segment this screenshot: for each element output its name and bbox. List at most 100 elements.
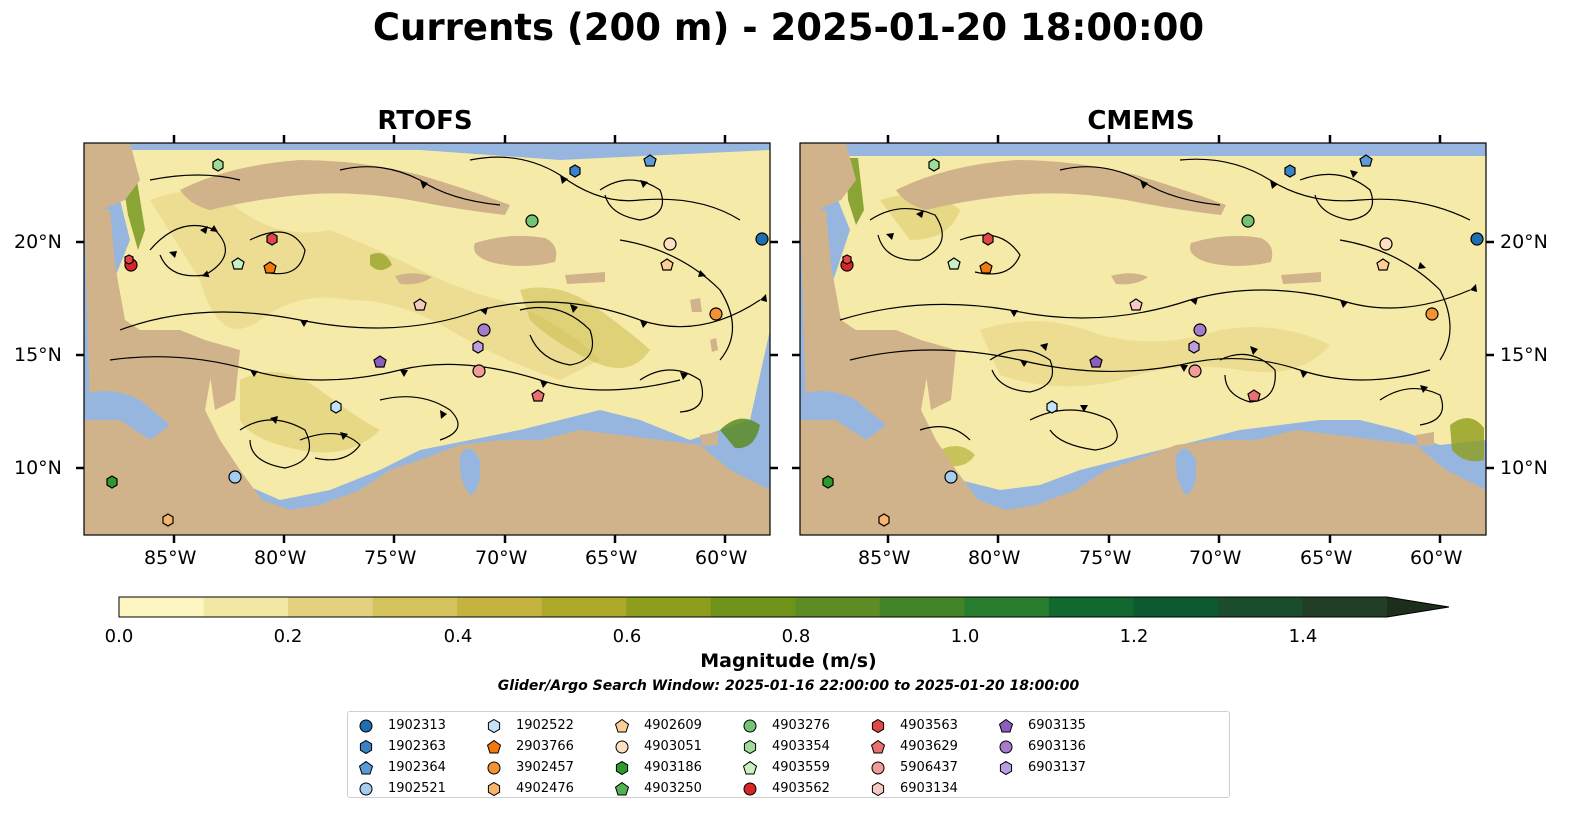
- land-cuba: [180, 160, 510, 215]
- strong-current: [720, 418, 760, 449]
- hexagon-marker-icon: [743, 739, 757, 755]
- current-field-mid: [520, 287, 650, 368]
- strong-current: [370, 252, 392, 270]
- main-title: Currents (200 m) - 2025-01-20 18:00:00: [372, 6, 1205, 49]
- hexagon-marker-icon: [615, 760, 629, 776]
- streamlines: [839, 158, 1471, 451]
- land-jamaica: [1111, 273, 1148, 285]
- land-lesser-antilles: [690, 298, 702, 312]
- legend-item-label: 1902364: [388, 760, 446, 775]
- colorbar-tick-label: 1.2: [1119, 626, 1149, 647]
- legend-item-label: 1902363: [388, 739, 446, 754]
- circle-marker-icon: [871, 761, 885, 775]
- legend-item-label: 4903559: [772, 760, 830, 775]
- strong-current: [1450, 418, 1484, 462]
- lon-tick-label: 60°W: [1410, 547, 1463, 569]
- colorbar-segment: [457, 597, 543, 617]
- land-maracaibo: [1175, 448, 1197, 495]
- lon-tick-label: 70°W: [475, 547, 528, 569]
- colorbar-segment: [1133, 597, 1219, 617]
- land-central-america: [800, 205, 1486, 535]
- colorbar-segment: [710, 597, 796, 617]
- legend-item-label: 4903629: [900, 739, 958, 754]
- land-hispaniola: [474, 235, 557, 266]
- colorbar-tick-label: 0.6: [612, 626, 642, 647]
- hexagon-marker-icon: [359, 739, 373, 755]
- colorbar-segment: [795, 597, 881, 617]
- colorbar-tick-label: 1.4: [1288, 626, 1318, 647]
- legend-item-label: 6903135: [1028, 718, 1086, 733]
- pentagon-marker-icon: [358, 760, 374, 775]
- circle-marker-icon: [359, 719, 373, 733]
- legend-item-label: 5906437: [900, 760, 958, 775]
- hexagon-marker-icon: [871, 781, 885, 797]
- pentagon-marker-icon: [614, 718, 630, 733]
- lon-tick-label: 85°W: [858, 547, 911, 569]
- legend-item-label: 4902476: [516, 781, 574, 796]
- lon-tick-label: 60°W: [695, 547, 748, 569]
- panel-title-cmems: CMEMS: [1087, 106, 1195, 136]
- pentagon-marker-icon: [486, 739, 502, 754]
- legend-item-label: 4903186: [644, 760, 702, 775]
- search-window-caption: Glider/Argo Search Window: 2025-01-16 22…: [497, 678, 1080, 694]
- legend-item-label: 4903250: [644, 781, 702, 796]
- current-field-mid: [240, 372, 380, 453]
- hexagon-marker-icon: [999, 760, 1013, 776]
- lon-tick-label: 70°W: [1189, 547, 1242, 569]
- lon-tick-label: 80°W: [968, 547, 1021, 569]
- pentagon-marker-icon: [998, 718, 1014, 733]
- land-yucatan-gulf: [800, 391, 886, 440]
- streamlines: [109, 156, 761, 469]
- map-figure: [76, 135, 1494, 543]
- circle-marker-icon: [615, 740, 629, 754]
- colorbar-segment: [879, 597, 965, 617]
- lon-tick-label: 75°W: [1079, 547, 1132, 569]
- colorbar-tick-label: 0.0: [104, 626, 134, 647]
- lon-tick-label: 80°W: [254, 547, 307, 569]
- panel-title-rtofs: RTOFS: [377, 106, 473, 136]
- colorbar-title: Magnitude (m/s): [700, 650, 877, 672]
- pentagon-marker-icon: [870, 739, 886, 754]
- legend-item-label: 4903276: [772, 718, 830, 733]
- map-rtofs: [84, 143, 770, 535]
- lon-tick-label: 75°W: [364, 547, 417, 569]
- colorbar-segment: [203, 597, 289, 617]
- colorbar-segment: [964, 597, 1050, 617]
- land-jamaica: [395, 273, 432, 285]
- land-central-america: [84, 205, 770, 535]
- float-markers: [106, 154, 769, 527]
- colorbar: [118, 596, 1450, 618]
- float-markers: [822, 154, 1484, 527]
- circle-marker-icon: [743, 719, 757, 733]
- land-trinidad: [700, 432, 718, 446]
- legend-item-label: 6903137: [1028, 760, 1086, 775]
- land-lesser-antilles: [710, 338, 718, 352]
- land-nicaragua: [921, 340, 956, 410]
- legend-item-label: 1902521: [388, 781, 446, 796]
- legend-item-label: 3902457: [516, 760, 574, 775]
- pentagon-marker-icon: [742, 760, 758, 775]
- colorbar-segment: [288, 597, 374, 617]
- land-puerto-rico: [565, 272, 605, 284]
- land-maracaibo: [459, 448, 481, 495]
- colorbar-segment: [541, 597, 627, 617]
- land-florida: [800, 143, 856, 215]
- legend-item-label: 2903766: [516, 739, 574, 754]
- legend-item-label: 6903136: [1028, 739, 1086, 754]
- colorbar-segment: [626, 597, 712, 617]
- pentagon-marker-icon: [614, 781, 630, 796]
- lat-tick-label: 20°N: [1500, 231, 1548, 253]
- lat-tick-label: 10°N: [14, 457, 62, 479]
- current-field-mid: [980, 321, 1330, 387]
- legend-item-label: 4903051: [644, 739, 702, 754]
- colorbar-segment: [1048, 597, 1134, 617]
- colorbar-tick-label: 0.8: [781, 626, 811, 647]
- colorbar-extend-arrow: [1387, 597, 1449, 617]
- land-hispaniola: [1190, 235, 1273, 266]
- legend-item-label: 1902313: [388, 718, 446, 733]
- legend-item-label: 4903562: [772, 781, 830, 796]
- colorbar-segment: [1217, 597, 1304, 617]
- land-puerto-rico: [1281, 272, 1321, 284]
- circle-marker-icon: [359, 782, 373, 796]
- lon-tick-label: 85°W: [144, 547, 197, 569]
